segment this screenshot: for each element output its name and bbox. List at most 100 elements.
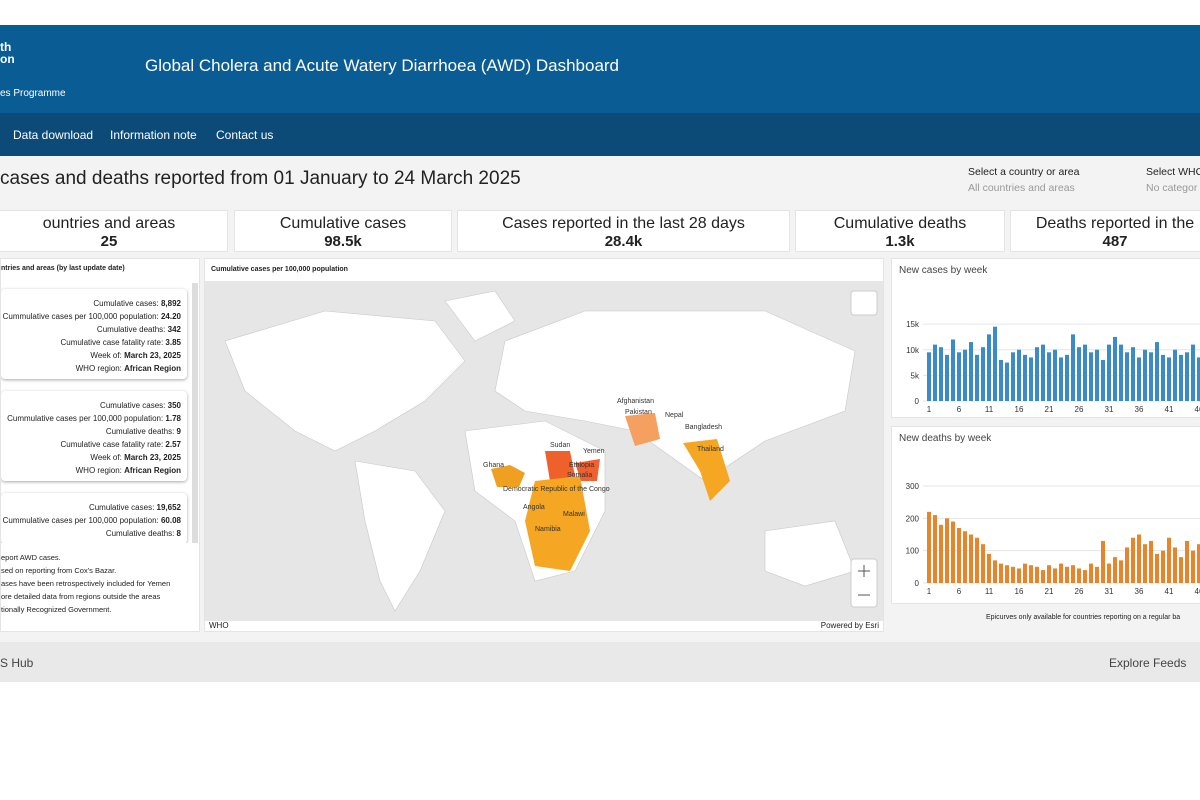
bar [1047,352,1051,401]
bar [1023,563,1027,583]
y-tick-label: 300 [906,482,920,491]
zoom-control[interactable] [850,558,878,608]
note-line: ore detailed data from regions outside t… [1,592,161,601]
country-fill [545,451,575,481]
kpi-value: 25 [100,233,118,250]
card-row: Cumulative deaths: 8 [1,527,181,540]
bar [993,326,997,401]
bar [1011,352,1015,401]
nav-link[interactable]: Contact us [216,128,274,142]
card-row: Cumulative deaths: 9 [1,425,181,438]
eurasia [494,310,856,482]
row-label: Cumulative deaths: [105,529,175,538]
bar [969,534,973,583]
note-line: ases have been retrospectively included … [1,579,171,588]
bar [1017,349,1021,401]
bar [1107,563,1111,583]
x-tick-label: 1 [927,587,932,596]
country-fill [625,413,660,446]
bar [1185,352,1189,401]
row-value: 19,652 [156,503,181,512]
kpi-label: Cumulative deaths [833,215,967,232]
x-tick-label: 6 [957,587,962,596]
y-tick-label: 200 [906,514,920,523]
bar [1143,349,1147,401]
bar [927,352,931,401]
row-label: Cummulative cases per 100,000 population… [2,516,159,525]
south-america [354,460,446,612]
x-tick-label: 16 [1015,405,1024,414]
y-tick-label: 0 [915,397,920,406]
bar [1149,540,1153,583]
charts-note: Epicurves only available for countries r… [986,614,1181,621]
map-label: Democratic Republic of the Congo [503,486,610,493]
x-tick-label: 6 [957,405,962,414]
row-value: 24.20 [160,312,181,321]
map-label: Pakistan [625,409,652,416]
north-america [224,310,466,452]
row-value: 342 [167,325,181,334]
bar [1059,563,1063,583]
map-label: Sudan [550,442,570,449]
bar [945,354,949,401]
row-value: 60.08 [160,516,181,525]
y-tick-label: 15k [906,320,920,329]
filter-label: Select a country or area [968,166,1080,178]
row-label: Cumulative deaths: [105,427,175,436]
filter-label: Select WHO [1146,166,1200,178]
bar [1113,336,1117,401]
country-fill [683,439,730,501]
chart-panel: New deaths by week 0 100 200 300 1 6 11 16 21 26 31… [891,426,1200,604]
list-panel: ntries and areas (by last update date) C… [0,258,200,632]
legend-button[interactable] [850,290,878,316]
bar [939,524,943,583]
bar [1173,547,1177,583]
notes: eport AWD cases. sed on reporting from Co… [1,551,170,616]
row-label: Cumulative deaths: [96,325,166,334]
list-title: ntries and areas (by last update date) [1,265,125,272]
kpi-value: 1.3k [885,233,915,250]
card-row: Cumulative case fatality rate: 2.57 [1,438,181,451]
y-tick-label: 100 [906,547,920,556]
x-tick-label: 46 [1195,405,1200,414]
nav-link[interactable]: Information note [110,128,197,142]
highlighted-countries [491,413,730,571]
bar [1161,354,1165,401]
logo: th on [0,41,15,65]
bar [1191,550,1195,583]
card-row: WHO region: African Region [1,362,181,375]
bar [933,515,937,583]
row-value: African Region [124,364,181,373]
bar [1149,352,1153,401]
card-list: Cumulative cases: 8,892 Cummulative cases… [1,281,199,543]
card-row: Cummulative cases per 100,000 population… [1,310,181,323]
bar [957,352,961,401]
country-card: Cumulative cases: 19,652 Cummulative case… [1,493,187,543]
chart: 0100200300161116212631364146Number of we… [906,482,1200,596]
kpi-label: Deaths reported in the [1035,215,1195,232]
filter[interactable]: Select WHO No categor [1146,166,1200,194]
filter-value: No categor [1146,182,1198,194]
x-tick-label: 41 [1165,405,1174,414]
country-card: Cumulative cases: 350 Cummulative cases p… [1,391,187,481]
country-fill [525,476,590,571]
row-label: Cumulative cases: [88,503,155,512]
kpi-label: Cumulative cases [279,215,407,232]
map-label: Ethiopia [569,462,594,469]
x-tick-label: 31 [1105,587,1114,596]
row-value: 350 [167,401,181,410]
footer-link[interactable]: S Hub [0,656,34,670]
card-row: Week of: March 23, 2025 [1,451,181,464]
bar [1005,565,1009,583]
filter[interactable]: Select a country or area All countries a… [968,166,1079,194]
x-tick-label: 21 [1045,405,1054,414]
kpi-label: ountries and areas [42,215,176,232]
bar [1029,565,1033,583]
kpi-value: 487 [1102,233,1128,250]
card-row: Cumulative case fatality rate: 3.85 [1,336,181,349]
nav-link[interactable]: Data download [13,128,94,142]
kpi-label: Cases reported in the last 28 days [502,215,745,232]
bar [1005,362,1009,401]
footer-link[interactable]: Explore Feeds [1109,656,1187,670]
